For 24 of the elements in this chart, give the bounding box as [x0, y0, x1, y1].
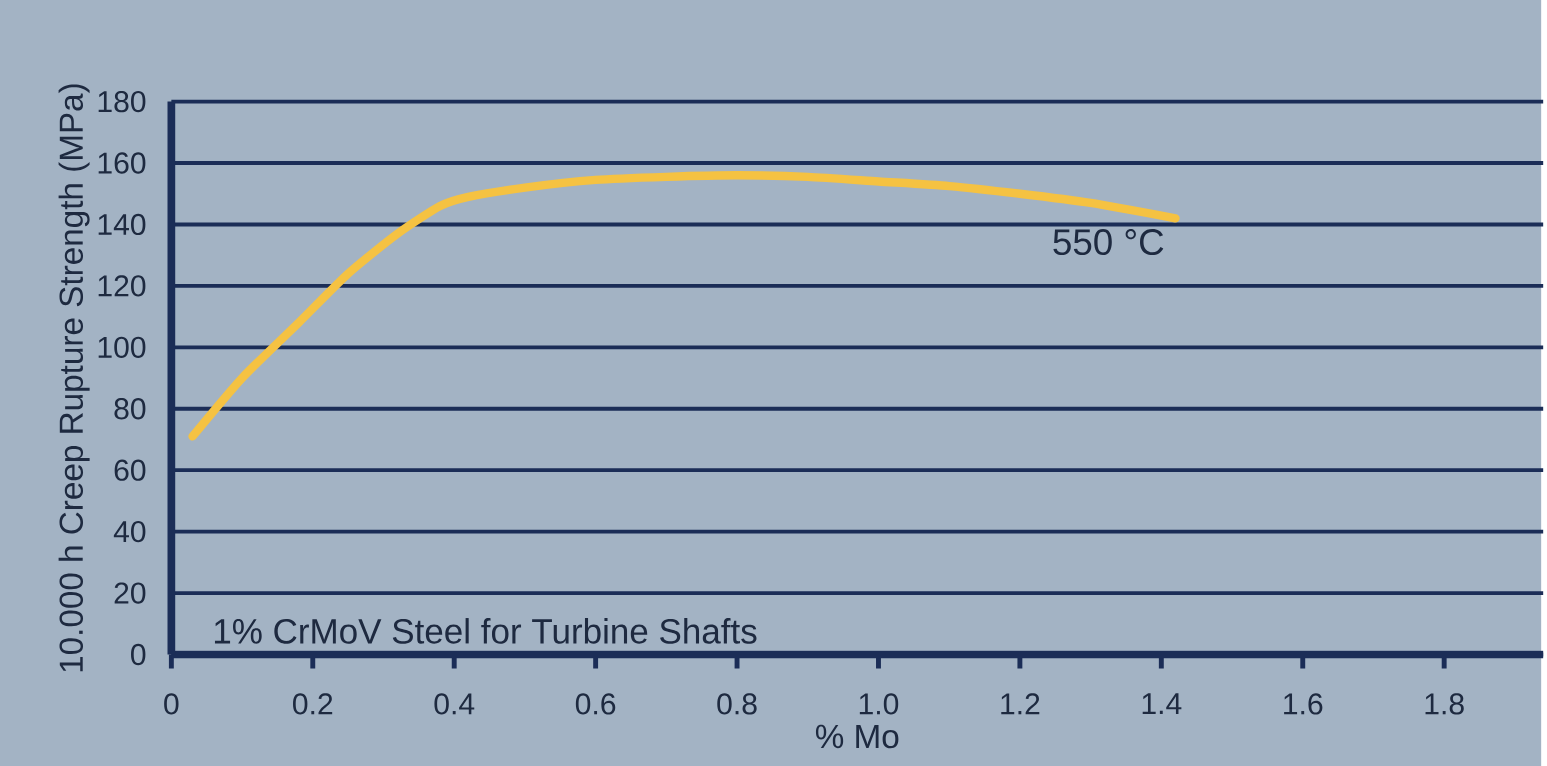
x-tick-label: 0	[164, 693, 179, 715]
x-tick-label: 1.2	[1001, 693, 1040, 715]
y-tick-label: 0	[131, 643, 146, 666]
y-tick-label: 20	[114, 582, 146, 604]
x-tick-label: 1.0	[859, 693, 899, 715]
y-tick-label: 80	[114, 398, 146, 420]
x-tick-label: 1.6	[1284, 693, 1323, 715]
x-tick-label: 1.8	[1425, 693, 1464, 715]
x-tick-label: 0.6	[575, 693, 616, 715]
y-tick-label: 100	[98, 336, 146, 358]
annotation: 1% CrMoV Steel for Turbine Shafts	[214, 618, 757, 644]
y-tick-label: 160	[98, 152, 146, 174]
x-tick-label: 0.4	[434, 693, 475, 715]
annotation: 550 °C	[1053, 229, 1164, 256]
y-tick-label: 140	[98, 213, 146, 236]
x-tick-label: 1.4	[1142, 693, 1182, 714]
x-axis-title: % Mo	[815, 724, 899, 749]
y-tick-label: 60	[114, 459, 146, 481]
y-axis-title: 10.000 h Creep Rupture Strength (MPa)	[58, 84, 90, 672]
y-tick-label: 180	[98, 90, 146, 113]
y-tick-label: 120	[98, 275, 146, 297]
x-tick-label: 0.2	[293, 693, 333, 715]
y-tick-label: 40	[113, 520, 146, 543]
x-tick-label: 0.8	[717, 693, 757, 715]
